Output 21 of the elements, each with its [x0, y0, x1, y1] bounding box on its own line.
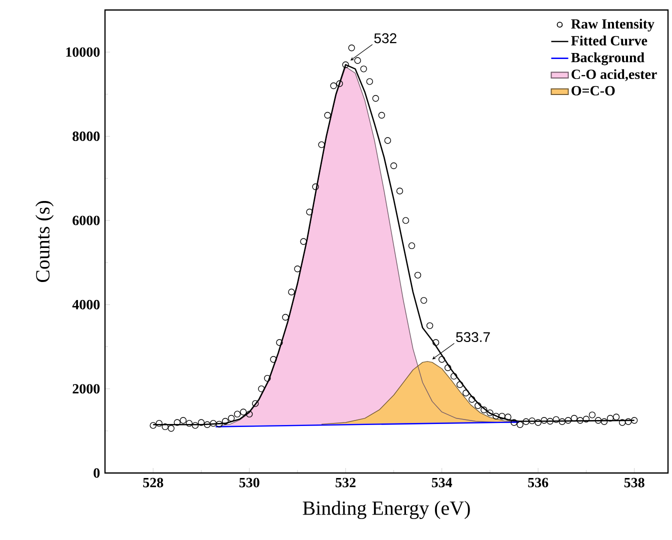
- y-tick-label: 0: [94, 468, 100, 478]
- x-tick-label: 532: [336, 478, 356, 488]
- annotation: 533.7: [456, 332, 490, 342]
- legend-label: Background: [571, 52, 644, 66]
- x-tick-label: 528: [143, 478, 164, 488]
- legend-label: C-O acid,ester: [572, 69, 657, 82]
- y-tick-label: 10000: [66, 47, 100, 57]
- y-axis-title: Counts (s): [35, 201, 54, 282]
- legend-label: O=C-O: [572, 86, 615, 96]
- annotation: 532: [374, 33, 396, 44]
- x-axis-title: Binding Energy (eV): [302, 500, 470, 520]
- legend-label: Raw Intensity: [571, 18, 654, 32]
- x-tick-label: 530: [239, 478, 260, 488]
- y-tick-label: 4000: [72, 300, 100, 310]
- x-tick-label: 534: [432, 478, 452, 488]
- y-tick-label: 2000: [72, 384, 100, 394]
- x-tick-label: 536: [528, 478, 548, 488]
- y-tick-label: 8000: [72, 132, 100, 141]
- y-tick-label: 6000: [72, 216, 100, 226]
- legend-label: Fitted Curve: [571, 36, 648, 46]
- x-tick-label: 538: [624, 478, 644, 488]
